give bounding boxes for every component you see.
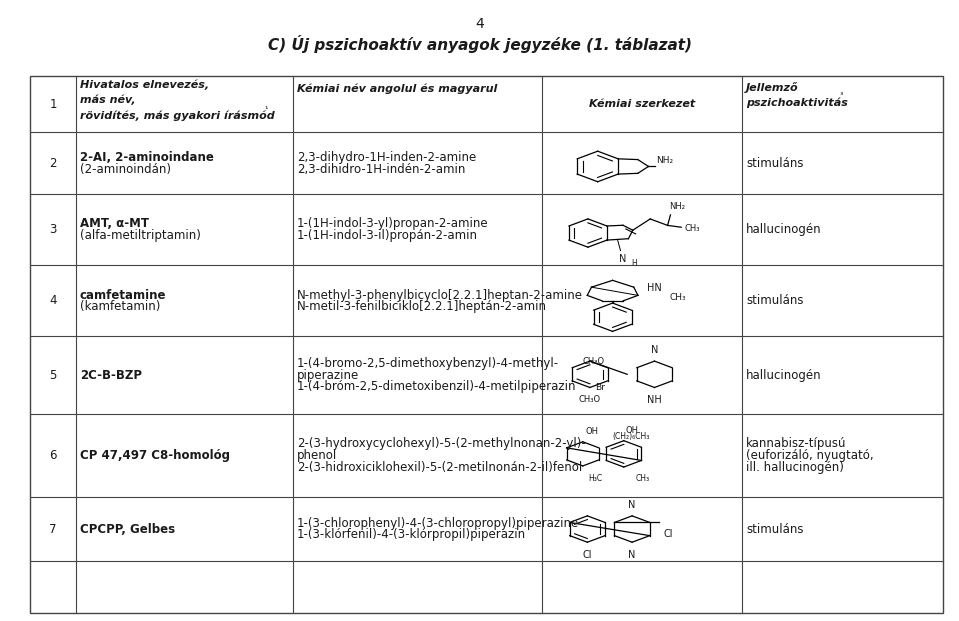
Text: 1: 1	[49, 97, 57, 111]
Text: Jellemző: Jellemző	[746, 82, 799, 93]
Text: NH₂: NH₂	[656, 156, 673, 165]
Text: N: N	[628, 500, 636, 510]
Text: CPCPP, Gelbes: CPCPP, Gelbes	[80, 522, 175, 535]
Text: phenol: phenol	[297, 449, 338, 462]
Text: camfetamine: camfetamine	[80, 289, 166, 302]
Text: HN: HN	[646, 283, 662, 293]
Text: ³: ³	[840, 91, 843, 100]
Text: más név,: más név,	[80, 95, 135, 105]
Text: Kémiai szerkezet: Kémiai szerkezet	[589, 99, 695, 109]
Text: 1-(4-bróm-2,5-dimetoxibenzil)-4-metilpiperazin: 1-(4-bróm-2,5-dimetoxibenzil)-4-metilpip…	[297, 380, 576, 393]
Text: Cl: Cl	[583, 550, 592, 560]
Text: 1-(4-bromo-2,5-dimethoxybenzyl)-4-methyl-: 1-(4-bromo-2,5-dimethoxybenzyl)-4-methyl…	[297, 357, 559, 370]
Text: N-metil-3-fenilbiciklo[2.2.1]heptán-2-amin: N-metil-3-fenilbiciklo[2.2.1]heptán-2-am…	[297, 301, 547, 313]
Text: 1-(3-klórfenil)-4-(3-klórpropil)piperazin: 1-(3-klórfenil)-4-(3-klórpropil)piperazi…	[297, 528, 526, 542]
Text: Br: Br	[595, 383, 604, 392]
Text: (alfa-metiltriptamin): (alfa-metiltriptamin)	[80, 229, 200, 242]
Text: 2-(3-hidroxiciklohexil)-5-(2-metilnonán-2-il)fenol: 2-(3-hidroxiciklohexil)-5-(2-metilnonán-…	[297, 461, 582, 474]
Text: CP 47,497 C8-homológ: CP 47,497 C8-homológ	[80, 449, 230, 462]
Text: 2,3-dihidro-1H-indén-2-amin: 2,3-dihidro-1H-indén-2-amin	[297, 163, 465, 176]
Text: 5: 5	[49, 369, 57, 381]
Text: (euforizáló, nyugtató,: (euforizáló, nyugtató,	[746, 449, 874, 462]
Text: 2,3-dihydro-1H-inden-2-amine: 2,3-dihydro-1H-inden-2-amine	[297, 151, 476, 164]
Text: CH₃: CH₃	[635, 474, 649, 483]
Text: Hivatalos elnevezés,: Hivatalos elnevezés,	[80, 79, 209, 90]
Text: 1-(1H-indol-3-il)propán-2-amin: 1-(1H-indol-3-il)propán-2-amin	[297, 229, 478, 242]
Text: 2-(3-hydroxycyclohexyl)-5-(2-methylnonan-2-yl)-: 2-(3-hydroxycyclohexyl)-5-(2-methylnonan…	[297, 437, 586, 450]
Text: C) Új pszichoaktív anyagok jegyzéke (1. táblazat): C) Új pszichoaktív anyagok jegyzéke (1. …	[268, 35, 691, 53]
Text: stimuláns: stimuláns	[746, 157, 804, 170]
Text: ill. hallucinogén): ill. hallucinogén)	[746, 461, 844, 474]
Text: CH₃O: CH₃O	[582, 357, 604, 366]
Text: NH₂: NH₂	[669, 202, 686, 211]
Text: OH: OH	[586, 427, 598, 435]
Text: 3: 3	[49, 224, 57, 237]
Text: 1-(1H-indol-3-yl)propan-2-amine: 1-(1H-indol-3-yl)propan-2-amine	[297, 217, 488, 230]
Text: AMT, α-MT: AMT, α-MT	[80, 217, 149, 230]
Text: N: N	[651, 345, 658, 355]
Text: piperazine: piperazine	[297, 369, 359, 381]
Bar	[30, 76, 944, 614]
Text: hallucinogén: hallucinogén	[746, 224, 822, 237]
Text: (kamfetamin): (kamfetamin)	[80, 301, 160, 313]
Text: ¹: ¹	[265, 105, 268, 114]
Text: CH₃: CH₃	[669, 293, 686, 302]
Text: OH: OH	[625, 425, 639, 435]
Text: CH₃: CH₃	[685, 224, 700, 233]
Text: rövidítés, más gyakori írásmód: rövidítés, más gyakori írásmód	[80, 110, 274, 120]
Text: (CH₂)₆CH₃: (CH₂)₆CH₃	[612, 432, 649, 441]
Text: 4: 4	[475, 17, 484, 31]
Text: NH: NH	[647, 395, 662, 405]
Text: kannabisz-típusú: kannabisz-típusú	[746, 437, 847, 450]
Text: CH₃O: CH₃O	[579, 395, 601, 404]
Text: ²: ²	[469, 86, 472, 94]
Text: 6: 6	[49, 449, 57, 462]
Text: N: N	[619, 254, 626, 264]
Text: 1-(3-chlorophenyl)-4-(3-chloropropyl)piperazine: 1-(3-chlorophenyl)-4-(3-chloropropyl)pip…	[297, 517, 579, 530]
Text: H: H	[631, 260, 637, 268]
Text: 2C-B-BZP: 2C-B-BZP	[80, 369, 142, 381]
Text: N: N	[628, 550, 636, 560]
Text: Cl: Cl	[664, 528, 673, 538]
Text: 4: 4	[49, 294, 57, 307]
Text: stimuláns: stimuláns	[746, 522, 804, 535]
Text: H₃C: H₃C	[589, 474, 603, 483]
Text: 2-AI, 2-aminoindane: 2-AI, 2-aminoindane	[80, 151, 214, 164]
Text: 2: 2	[49, 157, 57, 170]
Text: stimuláns: stimuláns	[746, 294, 804, 307]
Text: (2-aminoindán): (2-aminoindán)	[80, 163, 171, 176]
Text: pszichoaktivitás: pszichoaktivitás	[746, 97, 848, 107]
Text: hallucinogén: hallucinogén	[746, 369, 822, 381]
Text: N-methyl-3-phenylbicyclo[2.2.1]heptan-2-amine: N-methyl-3-phenylbicyclo[2.2.1]heptan-2-…	[297, 289, 583, 302]
Text: 7: 7	[49, 522, 57, 535]
Text: Kémiai név angolul és magyarul: Kémiai név angolul és magyarul	[297, 83, 497, 94]
